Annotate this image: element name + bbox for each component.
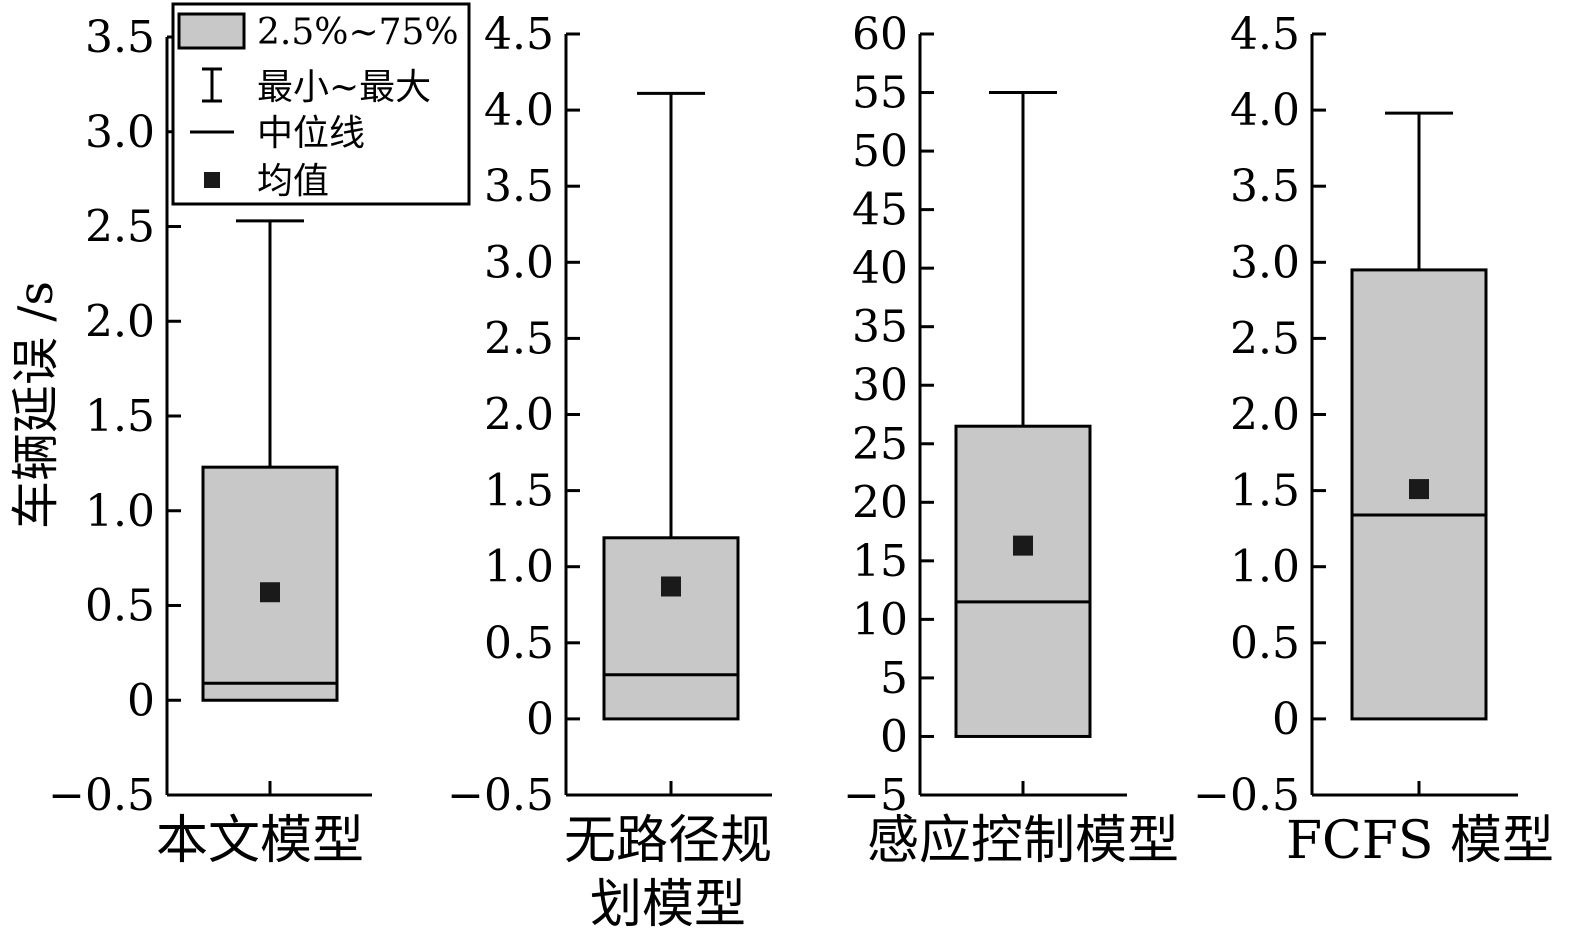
y-tick-label: 20 xyxy=(852,477,908,528)
y-tick-label: −0.5 xyxy=(48,770,155,821)
y-tick-label: 10 xyxy=(852,594,908,645)
y-tick-label: 3.0 xyxy=(85,107,155,158)
panels: −0.500.51.01.52.02.53.03.5本文模型−0.500.51.… xyxy=(48,9,1554,935)
y-tick-label: 0 xyxy=(526,694,554,745)
y-tick-label: 0.5 xyxy=(484,618,554,669)
y-tick-label: 2.5 xyxy=(1230,313,1300,364)
y-tick-label: 40 xyxy=(852,243,908,294)
iqr-box xyxy=(954,424,1092,738)
y-tick-label: −0.5 xyxy=(1193,770,1300,821)
y-axis-label: 车辆延误 /s xyxy=(8,281,64,529)
y-tick-label: 0 xyxy=(1272,694,1300,745)
category-label: 感应控制模型 xyxy=(867,811,1179,871)
y-tick-label: −5 xyxy=(843,770,908,821)
y-tick-label: 0 xyxy=(127,675,155,726)
y-tick-label: 2.0 xyxy=(1230,390,1300,441)
legend-label: 中位线 xyxy=(257,113,365,154)
y-tick-label: 4.0 xyxy=(484,85,554,136)
y-tick-label: 3.5 xyxy=(85,12,155,63)
y-tick-label: 2.5 xyxy=(484,313,554,364)
y-tick-label: 1.5 xyxy=(484,466,554,517)
y-tick-label: 35 xyxy=(852,302,908,353)
panel-1: −0.5 0 0.5 1.0 1.5 2.0 2.5 3.0 3.5 本文模型 xyxy=(48,12,372,871)
iqr-box xyxy=(602,536,740,721)
y-tick-label: 2.0 xyxy=(484,390,554,441)
y-tick-label: 45 xyxy=(852,185,908,236)
y-tick-label: 15 xyxy=(852,536,908,587)
y-tick-label: 1.5 xyxy=(1230,466,1300,517)
panel-4: −0.5 0 0.5 1.0 1.5 2.0 2.5 3.0 3.5 4.0 4.5 FCFS 模型 xyxy=(1193,9,1554,871)
y-tick-label: 60 xyxy=(852,9,908,60)
legend-label: 均值 xyxy=(257,161,329,202)
category-label: 无路径规 xyxy=(564,811,772,871)
mean-marker xyxy=(661,576,681,597)
panel-3: −5 0 5 10 15 20 25 30 35 40 45 50 55 60 感应控制模型 xyxy=(843,9,1179,871)
category-label: FCFS 模型 xyxy=(1286,811,1554,871)
y-tick-label: 1.0 xyxy=(1230,542,1300,593)
y-tick-label: 55 xyxy=(852,68,908,119)
category-label: 划模型 xyxy=(590,875,746,935)
y-tick-label: 2.5 xyxy=(85,202,155,253)
y-tick-label: 5 xyxy=(880,653,908,704)
y-tick-label: 2.0 xyxy=(85,296,155,347)
y-tick-label: 1.5 xyxy=(85,391,155,442)
y-tick-label: 4.5 xyxy=(484,9,554,60)
mean-marker xyxy=(1409,479,1429,500)
y-tick-label: 0.5 xyxy=(1230,618,1300,669)
y-tick-label: 4.5 xyxy=(1230,9,1300,60)
y-tick-label: 1.0 xyxy=(484,542,554,593)
legend-label: 最小~最大 xyxy=(257,67,431,108)
legend-label: 2.5%~75% xyxy=(257,12,459,53)
y-tick-label: 0.5 xyxy=(85,581,155,632)
y-tick-label: 4.0 xyxy=(1230,85,1300,136)
mean-marker xyxy=(260,582,280,603)
y-tick-label: 0 xyxy=(880,711,908,762)
y-tick-label: 3.5 xyxy=(1230,161,1300,212)
mean-marker xyxy=(1013,535,1033,556)
legend-whisker-symbol xyxy=(202,67,222,103)
y-tick-label: −0.5 xyxy=(447,770,554,821)
y-tick-label: 1.0 xyxy=(85,486,155,537)
y-tick-label: 3.0 xyxy=(484,237,554,288)
y-tick-label: 30 xyxy=(852,360,908,411)
legend-box-symbol xyxy=(177,12,246,50)
y-tick-label: 50 xyxy=(852,126,908,177)
y-tick-label: 25 xyxy=(852,419,908,470)
y-tick-label: 3.5 xyxy=(484,161,554,212)
category-label: 本文模型 xyxy=(156,811,364,871)
iqr-box xyxy=(201,465,339,702)
y-tick-label: 3.0 xyxy=(1230,237,1300,288)
legend-mean-symbol xyxy=(204,172,220,188)
